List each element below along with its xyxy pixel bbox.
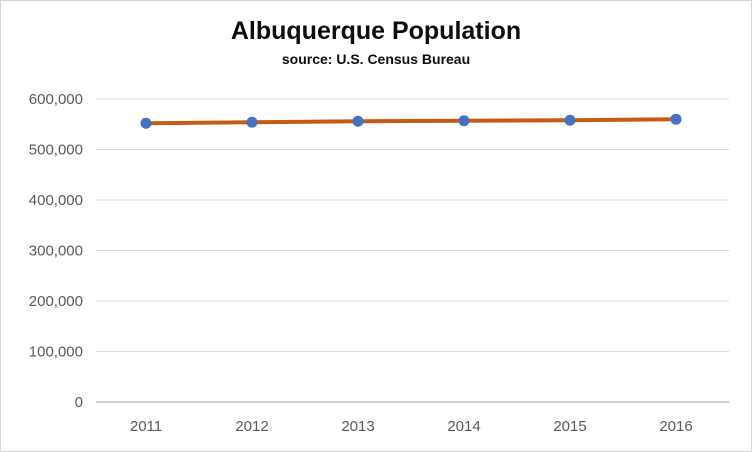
data-point-marker (352, 115, 364, 127)
x-tick-label: 2016 (659, 418, 692, 435)
data-point-marker (246, 116, 258, 128)
y-tick-label: 400,000 (29, 192, 83, 209)
x-tick-label: 2015 (553, 418, 586, 435)
population-series-line (144, 117, 678, 126)
y-tick-label: 600,000 (29, 91, 83, 108)
y-tick-label: 0 (75, 394, 83, 411)
x-tick-label: 2014 (447, 418, 480, 435)
data-point-marker (564, 114, 576, 126)
chart-title: Albuquerque Population (230, 17, 522, 45)
data-point-marker (140, 117, 152, 129)
y-tick-label: 300,000 (29, 243, 83, 260)
data-point-marker (670, 113, 682, 125)
y-tick-label: 500,000 (29, 142, 83, 159)
x-tick-label: 2013 (341, 418, 374, 435)
y-tick-label: 200,000 (29, 293, 83, 310)
chart-subtitle: source: U.S. Census Bureau (281, 51, 471, 67)
data-point-marker (458, 115, 470, 127)
x-tick-label: 2012 (235, 418, 268, 435)
x-tick-label: 2011 (130, 418, 162, 435)
y-tick-label: 100,000 (29, 344, 83, 361)
